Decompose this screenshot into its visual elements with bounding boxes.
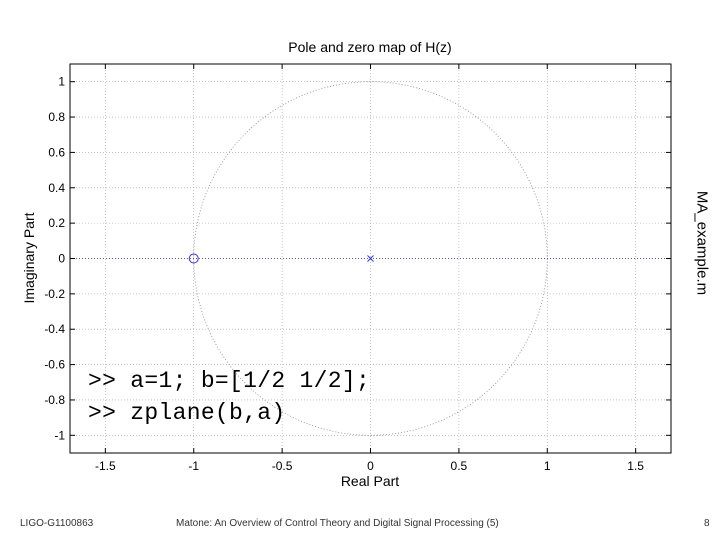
code-line-1: >> a=1; b=[1/2 1/2]; <box>88 368 371 394</box>
x-tick-label: 1 <box>544 459 551 473</box>
code-line-2: >> zplane(b,a) <box>88 400 286 426</box>
y-tick-label: 1 <box>58 75 65 89</box>
x-tick-label: -0.5 <box>272 459 293 473</box>
footer-document-id: LIGO-G1100863 <box>20 518 94 529</box>
y-tick-label: -0.8 <box>44 393 65 407</box>
y-tick-label: 0.4 <box>48 181 65 195</box>
pole-marker <box>367 255 374 262</box>
markers <box>188 253 374 264</box>
y-tick-label: -0.6 <box>44 358 65 372</box>
footer-title: Matone: An Overview of Control Theory an… <box>176 518 499 529</box>
y-tick-label: 0.8 <box>48 110 65 124</box>
footer-page-number: 8 <box>704 518 710 529</box>
zero-marker <box>188 253 199 264</box>
x-axis-label: Real Part <box>341 473 399 489</box>
x-tick-label: 0 <box>367 459 374 473</box>
y-tick-label: -0.4 <box>44 322 65 336</box>
chart-title: Pole and zero map of H(z) <box>288 39 451 55</box>
grid <box>70 64 671 453</box>
ticks: -1.5 -1 -0.5 0 0.5 1 1.5 1 0.8 0.6 0.4 0.2 0 -0.2 -0.4… <box>44 64 671 473</box>
y-tick-label: 0.6 <box>48 145 65 159</box>
script-filename-label: MA_example.m <box>693 190 711 296</box>
x-tick-label: -1.5 <box>95 459 116 473</box>
y-tick-label: 0.2 <box>48 216 65 230</box>
y-tick-label: -0.2 <box>44 287 65 301</box>
y-tick-label: 0 <box>58 252 65 266</box>
pole-stroke <box>367 255 374 262</box>
y-axis-label: Imaginary Part <box>21 212 37 303</box>
y-tick-label: -1 <box>54 428 65 442</box>
x-tick-label: -1 <box>188 459 199 473</box>
x-tick-label: 1.5 <box>627 459 644 473</box>
x-tick-label: 0.5 <box>451 459 468 473</box>
